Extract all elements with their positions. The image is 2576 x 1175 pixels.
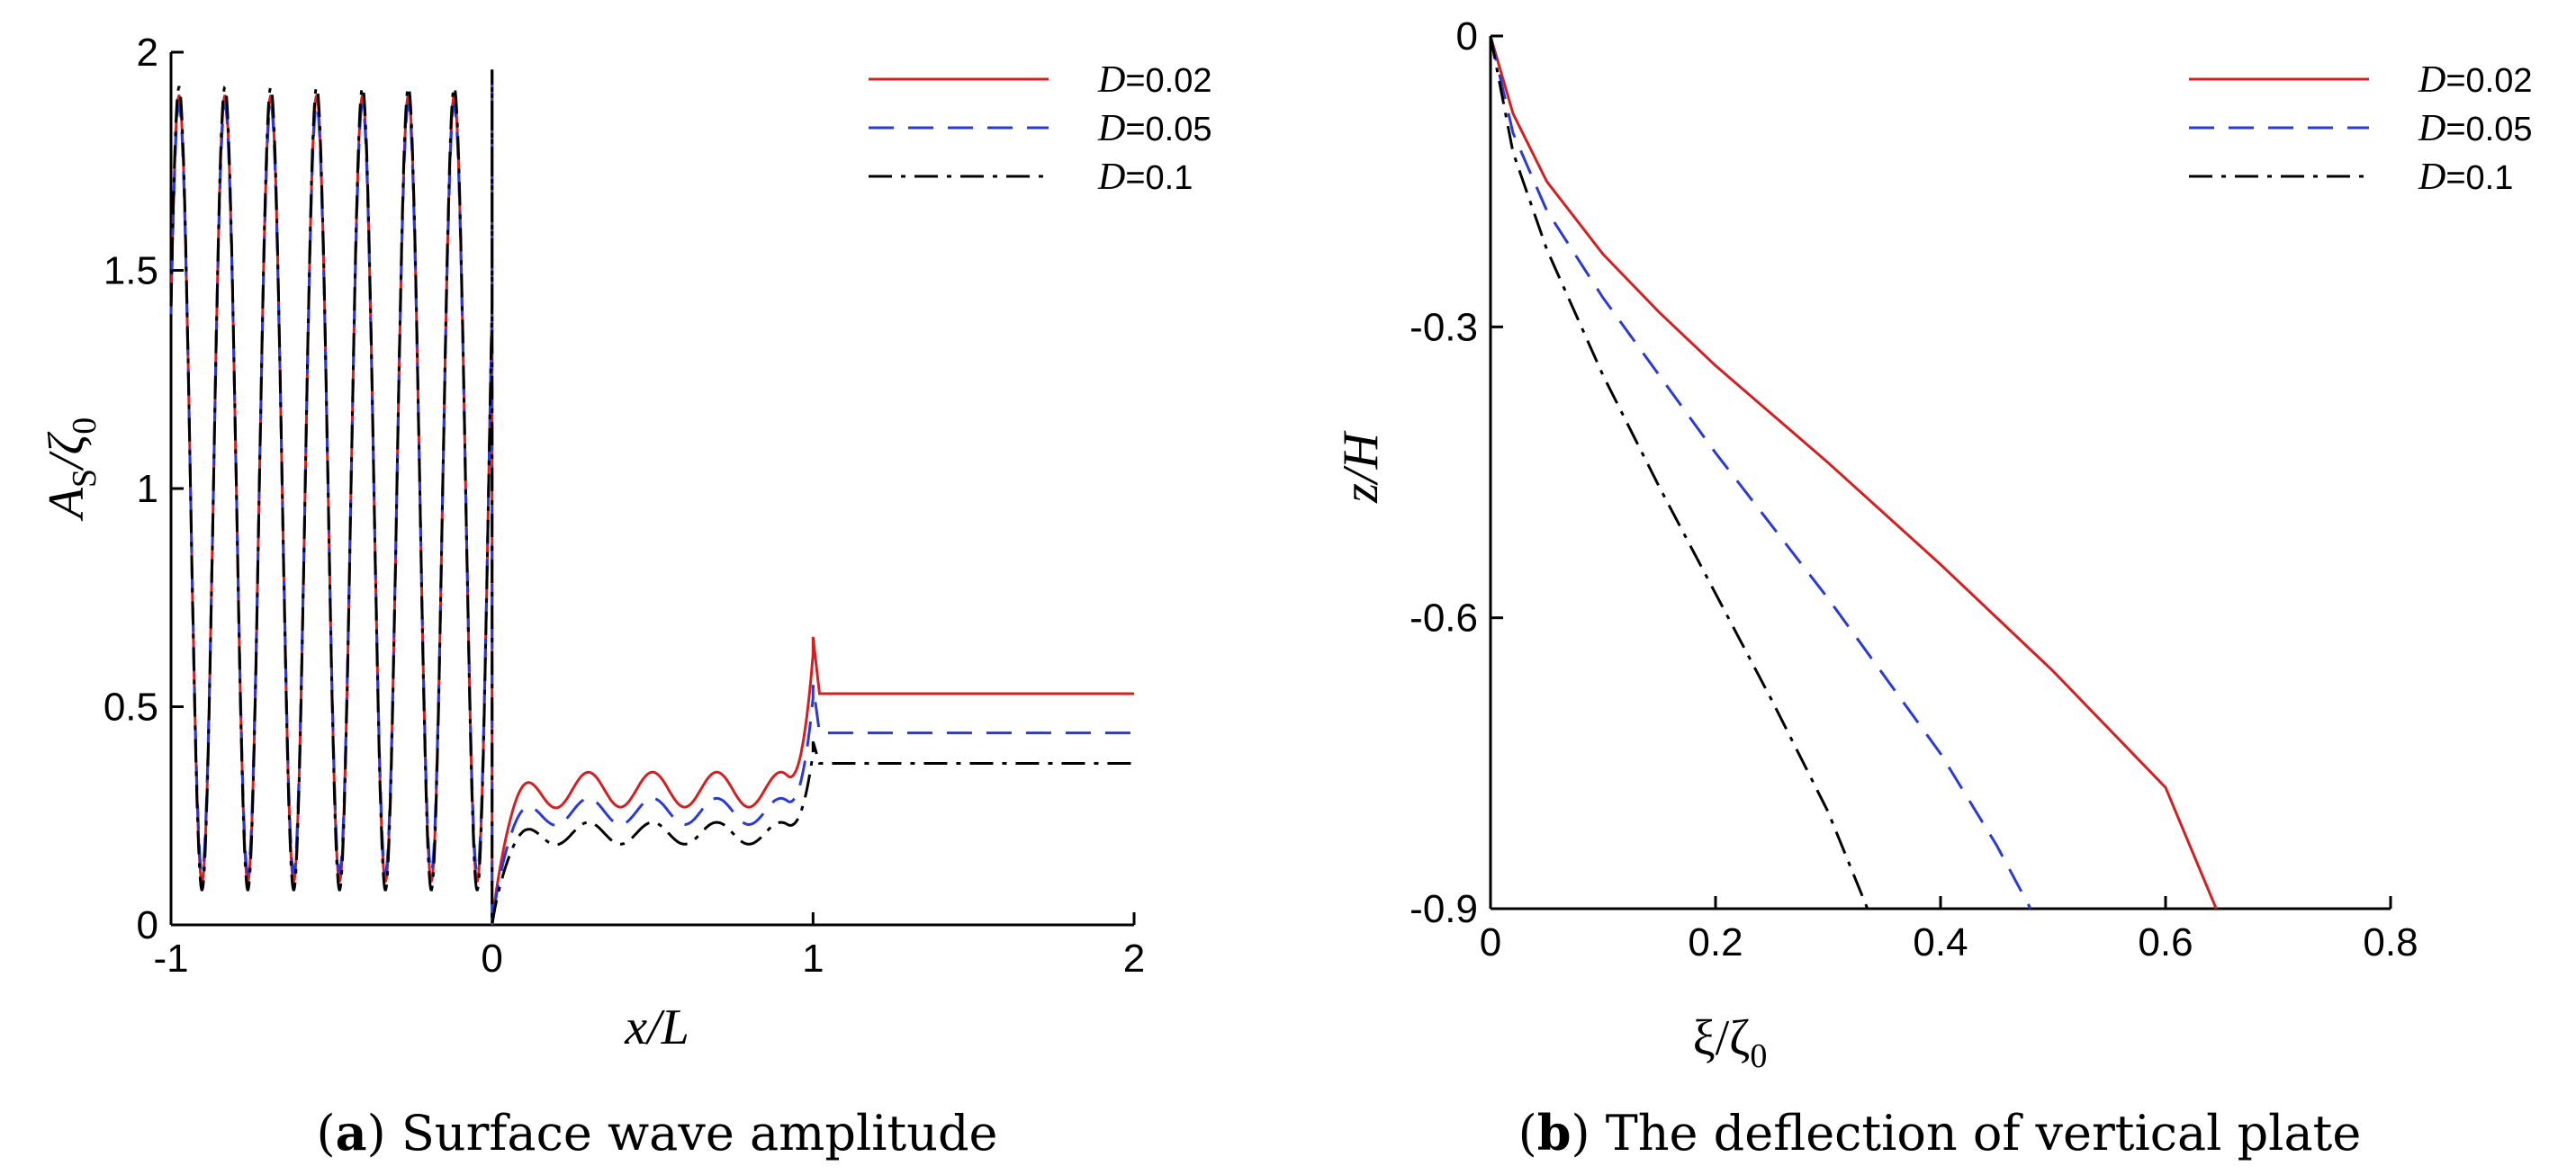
panel-b-x-tick-label: 0.6 (2138, 920, 2193, 964)
panel-b-x-tick-label: 0 (1480, 920, 1501, 964)
panel-a-caption-text: Surface wave amplitude (401, 1105, 998, 1162)
panel-a-ylabel-tail-sub: 0 (66, 417, 104, 435)
panel-b-legend-label: D=0.05 (2418, 108, 2533, 149)
panel-a-y-tick-label: 1 (137, 467, 158, 511)
panel-a: -1 0 1 200.511.52 D=0.02D=0.05D=0.1 x/L AS/… (39, 31, 1212, 1162)
panel-a-x-tick-label: 0 (481, 937, 502, 981)
panel-a-y-tick-label: 2 (137, 31, 158, 75)
panel-b-xlabel-sub: 0 (1750, 1037, 1767, 1075)
panel-a-caption-open: ( (317, 1105, 336, 1162)
panel-a-xlabel: x/L (624, 1000, 689, 1055)
panel-b-series-0-line (1489, 35, 2218, 910)
panel-b-legend-label: D=0.1 (2418, 157, 2513, 198)
panel-b-legend: D=0.02 D=0.05 D=0.1 (2189, 59, 2533, 198)
panel-a-x-tick-label: 1 (802, 937, 824, 981)
panel-a-y-tick-label: 0.5 (104, 686, 158, 730)
panel-a-y-tick-label: 1.5 (104, 249, 158, 293)
panel-a-caption: (a) Surface wave amplitude (317, 1104, 998, 1162)
panel-a-y-tick-label: 0 (137, 903, 158, 947)
panel-b-x-tick-label: 0.8 (2363, 920, 2418, 964)
panel-a-legend: D=0.02 D=0.05 D=0.1 (869, 59, 1212, 198)
panel-b-xlabel: ξ/ζ0 (1693, 1010, 1768, 1075)
panel-a-series-2-line (169, 69, 1134, 926)
panel-a-ylabel-tail: /ζ (39, 431, 95, 471)
panel-b-y-tick-label: -0.3 (1410, 305, 1478, 349)
panel-b-caption-close: ) (1572, 1105, 1606, 1162)
panel-b-caption-text: The deflection of vertical plate (1606, 1105, 2362, 1162)
panel-a-x-tick-label: 2 (1123, 937, 1145, 981)
panel-a-ylabel: AS/ζ0 (39, 417, 104, 523)
panel-a-legend-label: D=0.05 (1097, 108, 1212, 149)
panel-a-series-1-line (169, 69, 1134, 926)
panel-a-axes: -1 0 1 200.511.52 (104, 31, 1145, 981)
panel-b-x-tick-label: 0.4 (1913, 920, 1968, 964)
panel-a-series-0-line (169, 69, 1134, 926)
panel-a-x-tick-label: -1 (153, 937, 188, 981)
panel-a-legend-label: D=0.1 (1097, 157, 1193, 198)
panel-a-series (169, 69, 1134, 926)
panel-a-ylabel-sub: S (66, 469, 104, 488)
panel-b: 0 0.2 0.4 0.6 0.80-0.3-0.6-0.9 D=0.02D=0.05D… (1333, 14, 2533, 1162)
panel-b-series (1489, 35, 2218, 910)
panel-b-x-tick-label: 0.2 (1688, 920, 1743, 964)
panel-a-caption-close: ) (367, 1105, 401, 1162)
panel-b-y-tick-label: 0 (1456, 14, 1478, 58)
panel-a-ylabel-main: A (39, 487, 95, 522)
panel-b-legend-label: D=0.02 (2418, 59, 2533, 101)
panel-b-xlabel-main: ξ/ζ (1693, 1010, 1751, 1066)
panel-b-caption-label: b (1537, 1104, 1572, 1162)
panel-a-caption-label: a (336, 1104, 367, 1162)
panel-b-axes: 0 0.2 0.4 0.6 0.8 0 -0.3 -0.6 -0.9 (1410, 14, 2418, 964)
panel-b-y-tick-label: -0.6 (1410, 596, 1478, 641)
panel-b-series-1-line (1489, 35, 2032, 910)
panel-b-ylabel: z/H (1333, 431, 1389, 504)
panel-a-legend-label: D=0.02 (1097, 59, 1212, 101)
panel-b-caption: (b) The deflection of vertical plate (1518, 1104, 2362, 1162)
panel-b-series-2-line (1489, 35, 1869, 910)
panel-b-caption-open: ( (1518, 1105, 1537, 1162)
panel-b-y-tick-label: -0.9 (1410, 887, 1478, 931)
